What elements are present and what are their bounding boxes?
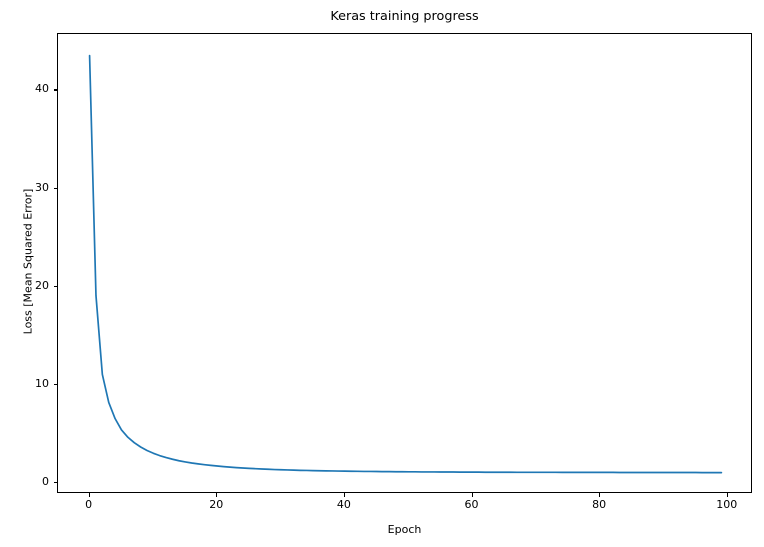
y-tick-mark bbox=[53, 383, 57, 385]
x-tick-mark bbox=[88, 493, 90, 497]
y-tick-mark bbox=[53, 481, 57, 484]
plot-axes-frame bbox=[57, 33, 752, 493]
y-tick-mark bbox=[53, 89, 57, 91]
y-tick-label: 10 bbox=[35, 376, 49, 390]
chart-title: Keras training progress bbox=[330, 9, 479, 24]
y-tick-label: 0 bbox=[42, 474, 49, 488]
y-tick-label: 40 bbox=[35, 82, 49, 96]
y-axis-label: Loss [Mean Squared Error] bbox=[21, 188, 35, 335]
y-tick-label: 30 bbox=[35, 180, 49, 194]
x-tick-mark bbox=[599, 493, 601, 497]
x-tick-mark bbox=[343, 493, 345, 497]
x-tick-mark bbox=[216, 493, 218, 497]
loss-line-series bbox=[88, 54, 723, 474]
x-tick-mark bbox=[471, 493, 473, 497]
x-tick-label: 80 bbox=[592, 498, 607, 511]
y-tick-mark bbox=[53, 285, 57, 287]
x-tick-label: 0 bbox=[85, 498, 93, 511]
loss-curve-plot bbox=[88, 54, 723, 474]
x-axis-label: Epoch bbox=[387, 523, 422, 536]
x-tick-label: 60 bbox=[464, 498, 479, 511]
x-tick-label: 20 bbox=[209, 498, 224, 511]
x-tick-label: 40 bbox=[336, 498, 351, 511]
x-tick-label: 100 bbox=[716, 498, 738, 511]
x-tick-mark bbox=[726, 493, 728, 497]
y-tick-label: 20 bbox=[35, 278, 49, 292]
y-tick-mark bbox=[53, 187, 57, 189]
